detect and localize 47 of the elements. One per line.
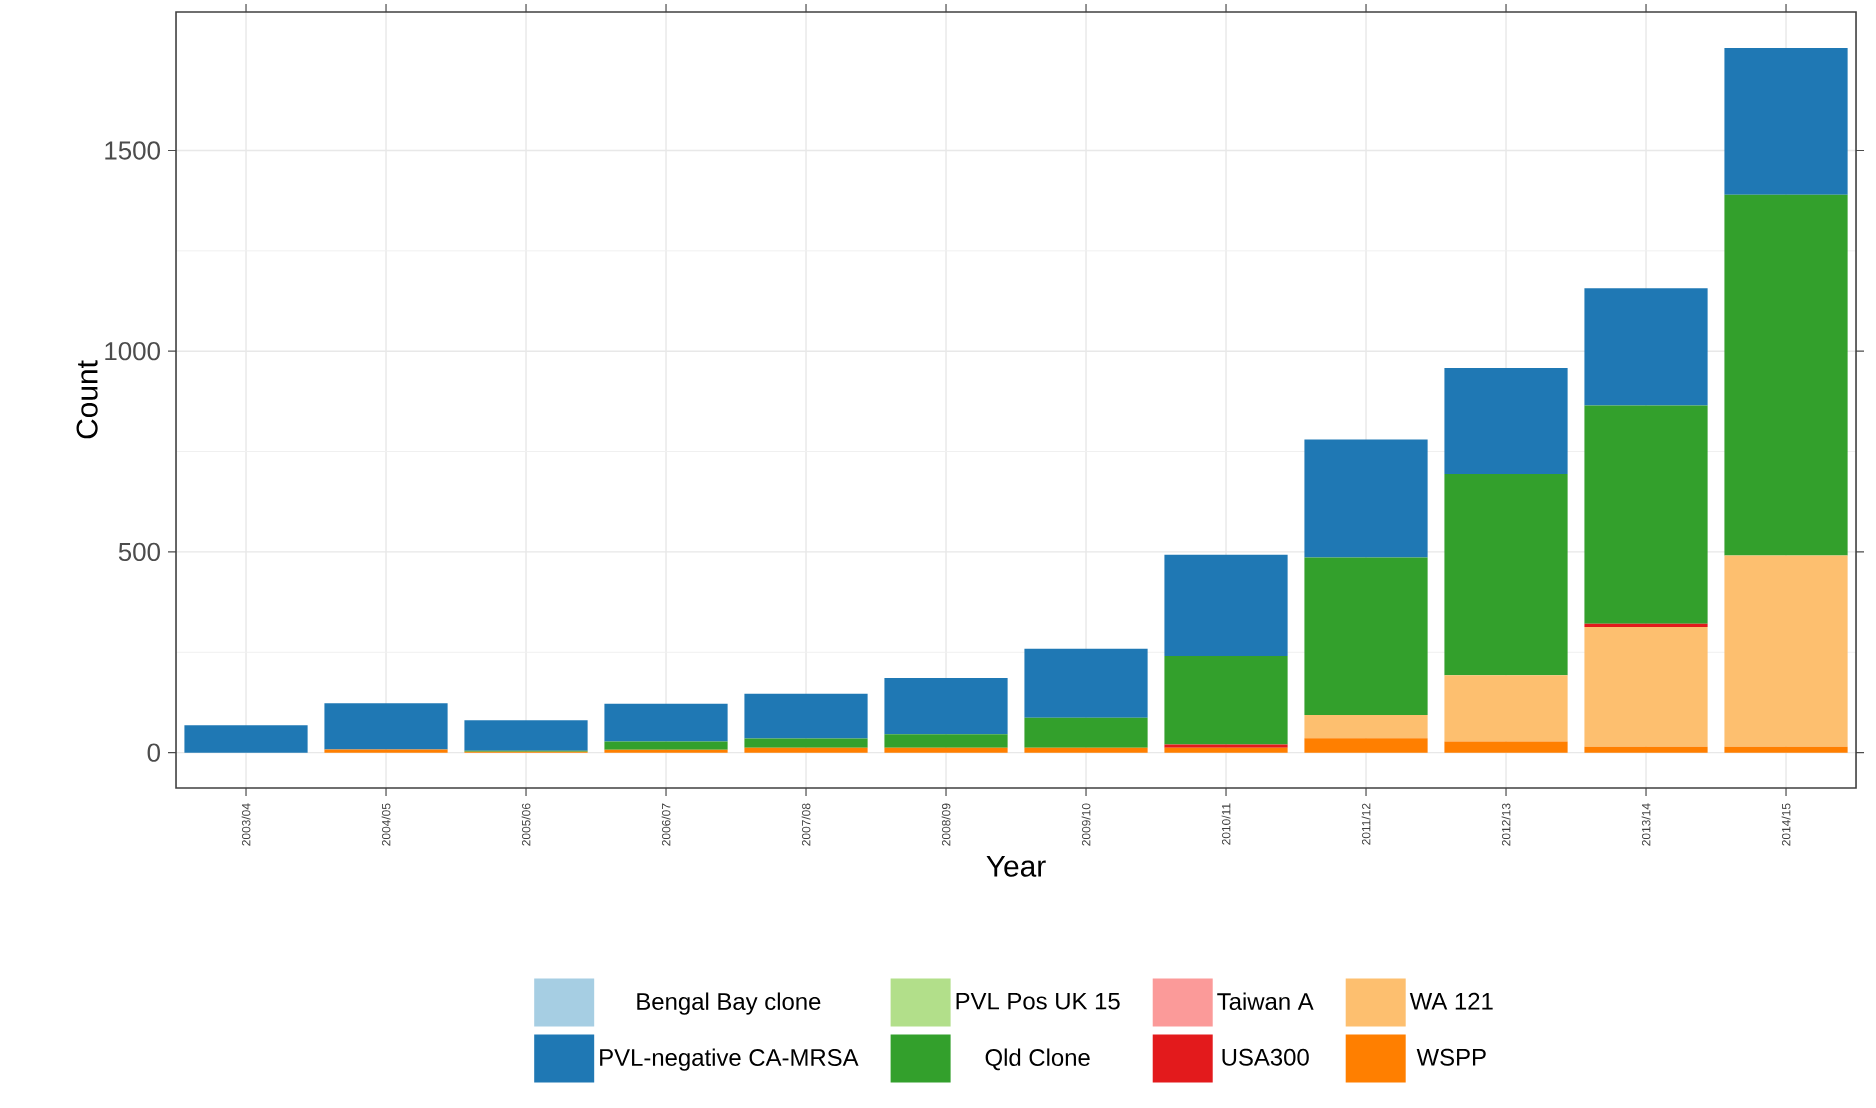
bar — [1164, 554, 1288, 656]
y-tick-label: 1500 — [105, 141, 160, 160]
legend-label: Bengal Bay clone — [637, 992, 821, 1015]
bar — [1724, 746, 1848, 753]
bar — [1724, 555, 1848, 747]
bar — [1444, 675, 1568, 742]
bar — [184, 725, 308, 753]
bar — [604, 703, 728, 742]
bar — [1444, 474, 1568, 676]
bar — [1024, 747, 1148, 753]
bar — [604, 741, 728, 750]
bar — [1164, 655, 1288, 745]
x-axis-title: Year — [986, 855, 1046, 877]
y-tick-label: 1000 — [105, 342, 160, 361]
bar — [324, 703, 448, 750]
legend-label: WA 121 — [1409, 992, 1493, 1010]
legend-label: Taiwan A — [1217, 992, 1314, 1010]
bar — [1584, 405, 1708, 624]
bar — [1024, 648, 1148, 718]
bar — [884, 734, 1008, 748]
legend-label: PVL Pos UK 15 — [956, 992, 1120, 1010]
legend-label: USA300 — [1222, 1048, 1309, 1066]
y-tick-label: 500 — [118, 542, 160, 562]
bar — [884, 747, 1008, 753]
bar — [1164, 747, 1288, 753]
legend-label: PVL-negative CA-MRSA — [600, 1048, 859, 1071]
y-axis-title: Count — [76, 360, 98, 439]
bar — [1304, 714, 1428, 739]
legend-label: Qld Clone — [985, 1048, 1090, 1071]
bar — [1444, 741, 1568, 753]
bar — [1584, 626, 1708, 747]
bar — [1584, 288, 1708, 406]
bar — [1724, 194, 1848, 556]
bar — [1444, 368, 1568, 475]
bar — [1724, 48, 1848, 195]
bar — [884, 677, 1008, 735]
bar — [1304, 557, 1428, 715]
bar — [744, 747, 868, 753]
bar — [1584, 746, 1708, 753]
bar — [1304, 738, 1428, 753]
legend-label: WSPP — [1416, 1048, 1486, 1066]
y-tick-label: 0 — [147, 743, 160, 762]
bar — [464, 720, 588, 751]
bar — [1304, 439, 1428, 558]
bar — [744, 738, 868, 748]
bar — [1024, 717, 1148, 748]
bar — [744, 693, 868, 739]
